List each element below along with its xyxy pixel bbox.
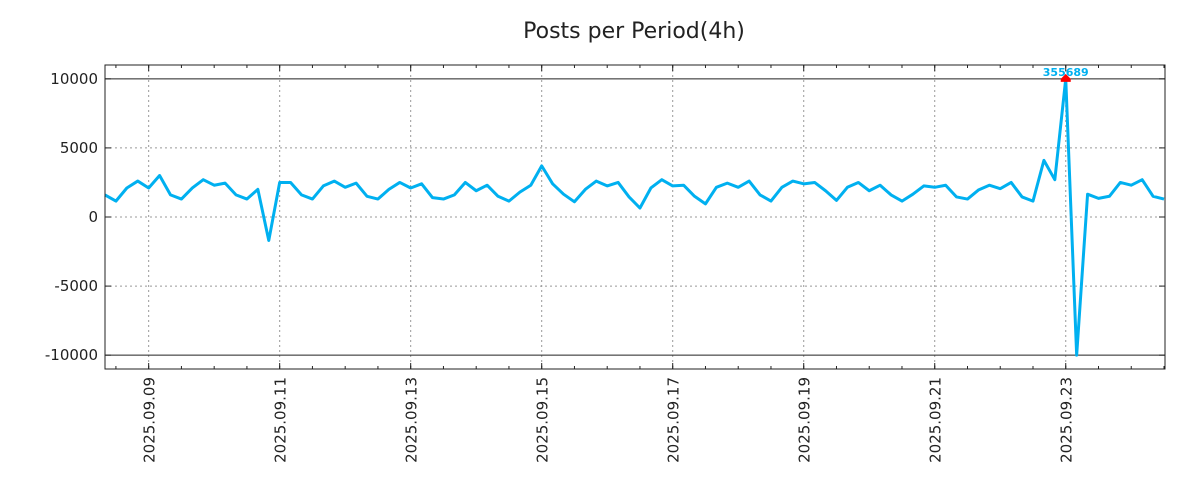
x-tick-label: 2025.09.19: [796, 377, 814, 463]
peak-label: 355689: [1043, 66, 1089, 79]
y-tick-label: -10000: [45, 346, 98, 364]
y-tick-label: -5000: [54, 277, 98, 295]
x-tick-label: 2025.09.21: [927, 377, 945, 463]
chart-title: Posts per Period(4h): [523, 19, 745, 44]
series: 355689: [105, 66, 1164, 355]
x-axis: 2025.09.09 2025.09.11 2025.09.13 2025.09.15…: [116, 65, 1164, 463]
x-tick-label: 2025.09.15: [534, 377, 552, 463]
x-tick-label: 2025.09.11: [272, 377, 290, 463]
x-tick-label: 2025.09.17: [665, 377, 683, 463]
y-tick-label: 5000: [60, 139, 98, 157]
y-tick-label: 0: [88, 208, 98, 226]
y-tick-label: 10000: [50, 70, 98, 88]
x-tick-label: 2025.09.09: [141, 377, 159, 463]
x-tick-label: 2025.09.23: [1058, 377, 1076, 463]
x-tick-label: 2025.09.13: [403, 377, 421, 463]
